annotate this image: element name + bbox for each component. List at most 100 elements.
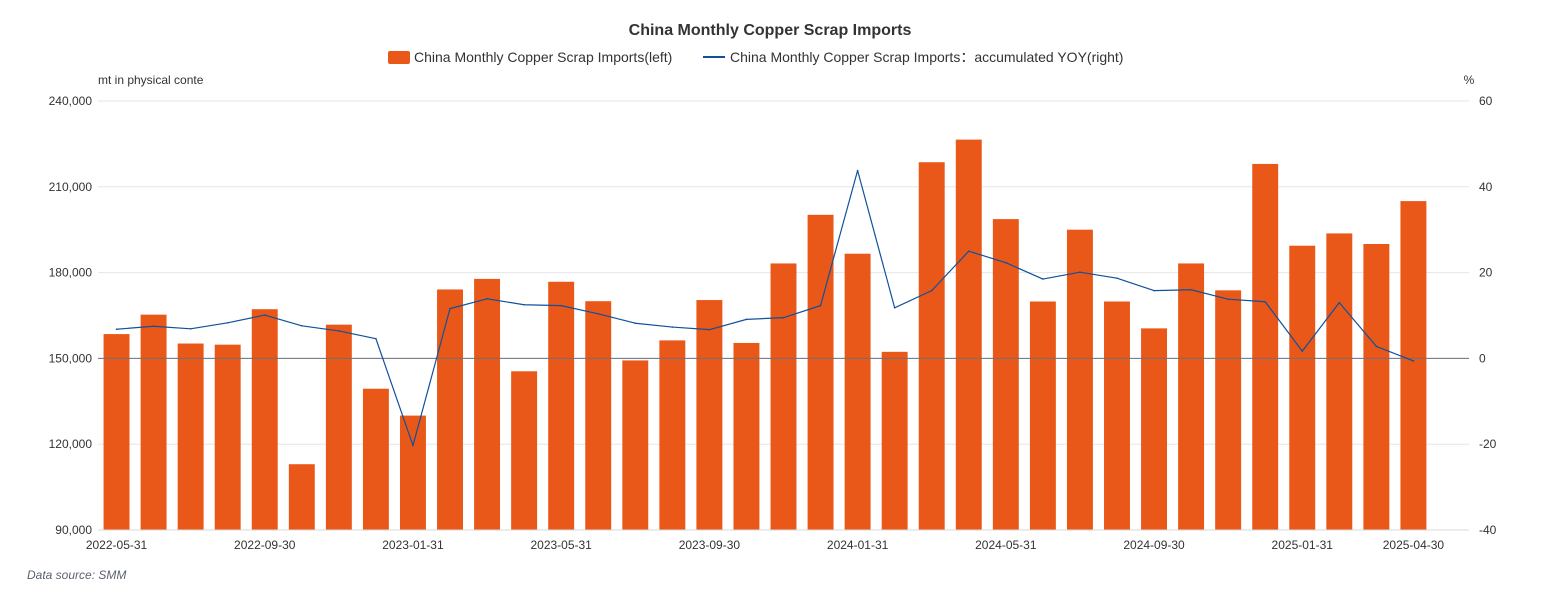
bar: [399, 415, 426, 530]
bar: [807, 214, 834, 530]
line-point: [523, 303, 525, 306]
bar: [622, 360, 649, 530]
line-point: [263, 314, 266, 316]
line-series: [115, 169, 1415, 447]
line-point: [1005, 261, 1007, 264]
line-point: [115, 328, 118, 331]
left-axis: 90,000 120,000 150,000 180,000 210,000 240,00…: [49, 94, 93, 537]
line-point: [412, 444, 414, 447]
line-point: [819, 304, 822, 307]
right-tick-label: 40: [1479, 180, 1493, 194]
line-point: [375, 337, 377, 340]
line-point: [634, 322, 637, 325]
line-point: [1079, 271, 1081, 273]
bar: [437, 289, 463, 530]
bar: [1363, 244, 1390, 530]
data-source-note: Data source: SMM: [27, 568, 127, 582]
bar: [362, 388, 389, 530]
bar: [1178, 263, 1205, 530]
x-tick-label: 2025-01-31: [1272, 538, 1334, 552]
line-point: [1116, 277, 1118, 279]
bar: [1141, 328, 1168, 530]
line-point: [1042, 278, 1044, 280]
x-tick-label: 2023-01-31: [382, 538, 444, 552]
x-tick-label: 2024-05-31: [975, 538, 1037, 552]
line-point: [560, 304, 562, 307]
line-point: [1264, 300, 1267, 303]
line-point: [893, 306, 896, 309]
line-point: [745, 318, 748, 321]
x-tick-label: 2024-09-30: [1123, 538, 1185, 552]
line-point: [1301, 350, 1304, 352]
series-line: [116, 169, 1414, 447]
bar: [844, 253, 871, 530]
line-point: [486, 297, 488, 300]
line-point: [597, 312, 600, 315]
x-tick-label: 2024-01-31: [827, 538, 889, 552]
line-point: [189, 327, 192, 330]
x-tick-label: 2023-05-31: [530, 538, 592, 552]
bar: [770, 263, 797, 530]
bar: [1289, 245, 1316, 530]
line-point: [338, 330, 340, 332]
right-tick-label: 20: [1479, 266, 1493, 280]
line-point: [856, 169, 859, 172]
left-tick-label: 240,000: [49, 94, 93, 108]
right-tick-label: 60: [1479, 94, 1493, 108]
bar-series: [103, 139, 1427, 531]
x-axis: 2022-05-31 2022-09-30 2023-01-31 2023-05-31…: [86, 529, 1469, 552]
legend: China Monthly Copper Scrap Imports(left)…: [388, 49, 1123, 65]
line-point: [1338, 301, 1341, 304]
bar: [733, 342, 760, 530]
x-tick-label: 2023-09-30: [679, 538, 741, 552]
right-axis: -40 -20 0 20 40 60: [1479, 94, 1497, 537]
left-tick-label: 120,000: [49, 437, 93, 451]
x-tick-label: 2022-05-31: [86, 538, 148, 552]
left-tick-label: 210,000: [49, 180, 93, 194]
bar: [214, 344, 241, 530]
legend-bar-label[interactable]: China Monthly Copper Scrap Imports(left): [414, 49, 672, 65]
bar: [140, 314, 167, 530]
line-point: [967, 250, 970, 252]
chart-title: China Monthly Copper Scrap Imports: [629, 22, 912, 39]
bar: [1029, 301, 1056, 530]
left-tick-label: 180,000: [49, 266, 93, 280]
line-point: [1412, 360, 1415, 362]
bar: [585, 301, 612, 530]
bar: [696, 300, 723, 530]
bar: [992, 219, 1019, 531]
bar: [325, 324, 352, 530]
line-point: [1190, 288, 1192, 291]
left-axis-name: mt in physical conte: [98, 73, 204, 87]
bar: [1400, 201, 1427, 530]
right-tick-label: 0: [1479, 351, 1486, 365]
line-point: [226, 321, 229, 324]
bar: [103, 334, 130, 530]
legend-line-label[interactable]: China Monthly Copper Scrap Imports：accum…: [730, 49, 1123, 65]
bar: [548, 281, 575, 530]
line-point: [152, 325, 155, 328]
bar: [955, 139, 982, 531]
bar: [918, 162, 945, 531]
x-tick-label: 2025-04-30: [1383, 538, 1445, 552]
bar: [1104, 301, 1130, 530]
left-tick-label: 90,000: [55, 523, 92, 537]
bar: [177, 343, 204, 530]
left-tick-label: 150,000: [49, 351, 93, 365]
bar: [474, 278, 501, 530]
bar: [288, 464, 315, 530]
bar: [1066, 229, 1093, 530]
right-tick-label: -20: [1479, 437, 1497, 451]
line-point: [930, 289, 933, 292]
legend-bar-swatch[interactable]: [388, 51, 410, 64]
line-point: [300, 324, 303, 327]
line-point: [1227, 298, 1229, 300]
right-tick-label: -40: [1479, 523, 1497, 537]
bar: [881, 351, 908, 530]
line-point: [1375, 345, 1378, 348]
line-point: [708, 328, 711, 331]
line-point: [449, 307, 451, 310]
bar: [1326, 233, 1353, 530]
line-point: [782, 316, 785, 319]
